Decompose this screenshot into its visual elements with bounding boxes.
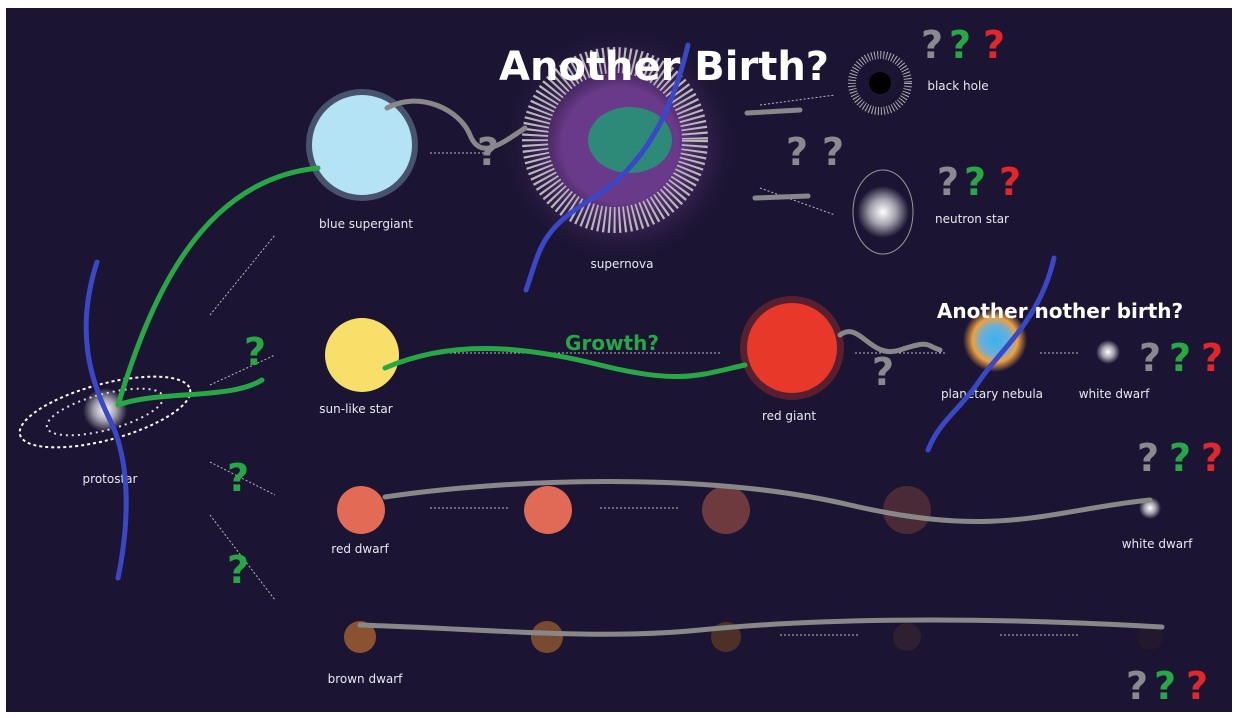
label: supernova bbox=[591, 257, 654, 271]
label: planetary nebula bbox=[941, 387, 1043, 401]
question-mark: ? bbox=[937, 160, 959, 204]
question-mark: ? bbox=[964, 160, 986, 204]
label: red dwarf bbox=[331, 542, 389, 556]
annotation: Another Birth? bbox=[499, 44, 829, 90]
label: neutron star bbox=[935, 212, 1009, 226]
question-mark: ? bbox=[983, 23, 1005, 67]
question-mark: ? bbox=[227, 548, 249, 592]
question-mark: ? bbox=[1137, 436, 1159, 480]
question-mark: ? bbox=[786, 130, 808, 174]
diagram: protostar blue supergiant supernova blac… bbox=[0, 0, 1239, 718]
question-mark: ? bbox=[1186, 664, 1208, 708]
question-mark: ? bbox=[244, 330, 266, 374]
question-mark: ? bbox=[1201, 436, 1223, 480]
question-mark: ? bbox=[1169, 436, 1191, 480]
question-mark: ? bbox=[949, 23, 971, 67]
label: white dwarf bbox=[1122, 537, 1193, 551]
question-mark: ? bbox=[822, 130, 844, 174]
question-mark: ? bbox=[1139, 336, 1161, 380]
question-mark: ? bbox=[227, 456, 249, 500]
label: blue supergiant bbox=[319, 217, 413, 231]
label: white dwarf bbox=[1079, 387, 1150, 401]
question-mark: ? bbox=[1201, 336, 1223, 380]
question-mark: ? bbox=[477, 130, 499, 174]
label: sun-like star bbox=[319, 402, 392, 416]
annotation: Another nother birth? bbox=[937, 299, 1183, 323]
annotation: Growth? bbox=[565, 331, 659, 355]
question-mark: ? bbox=[1169, 336, 1191, 380]
label: protostar bbox=[83, 472, 138, 486]
question-mark: ? bbox=[999, 160, 1021, 204]
question-mark: ? bbox=[1154, 664, 1176, 708]
question-mark: ? bbox=[921, 23, 943, 67]
label: black hole bbox=[927, 79, 988, 93]
label: brown dwarf bbox=[328, 672, 404, 686]
question-mark: ? bbox=[1126, 664, 1148, 708]
label: red giant bbox=[762, 409, 816, 423]
question-mark: ? bbox=[872, 350, 894, 394]
